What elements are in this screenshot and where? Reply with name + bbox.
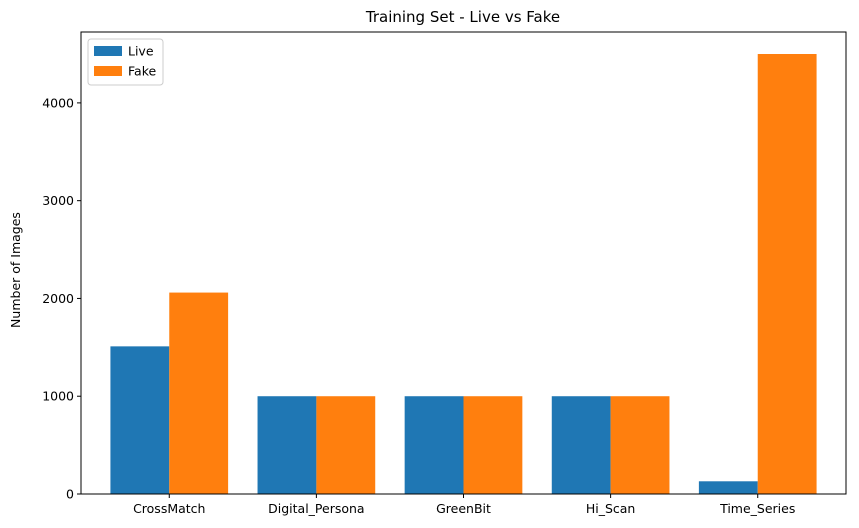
y-tick-label: 0 (66, 487, 74, 502)
chart-title: Training Set - Live vs Fake (365, 8, 560, 26)
x-tick-label: CrossMatch (133, 501, 205, 516)
legend-swatch-fake (94, 66, 122, 76)
y-tick-label: 3000 (42, 193, 74, 208)
legend: Live Fake (87, 38, 164, 86)
y-axis-label: Number of Images (8, 212, 23, 328)
bar-fake-digital_persona (316, 396, 376, 494)
y-tick-label: 4000 (42, 95, 74, 110)
bar-fake-crossmatch (169, 292, 229, 494)
bar-live-greenbit (404, 396, 464, 494)
y-tick-label: 2000 (42, 291, 74, 306)
legend-label-live: Live (128, 44, 154, 59)
x-tick-label: Time_Series (719, 501, 795, 516)
legend-swatch-live (94, 46, 122, 56)
x-tick-label: Hi_Scan (586, 501, 636, 516)
x-tick-label: GreenBit (436, 501, 491, 516)
bar-fake-time_series (757, 54, 817, 494)
legend-label-fake: Fake (128, 64, 156, 79)
x-tick-label: Digital_Persona (268, 501, 364, 516)
plot-frame (80, 31, 847, 495)
x-axis-ticks: CrossMatch Digital_Persona GreenBit Hi_Scan… (133, 494, 795, 516)
bar-live-time_series (698, 481, 758, 494)
y-tick-label: 1000 (42, 389, 74, 404)
bar-live-hi_scan (551, 396, 611, 494)
bars-group (110, 54, 817, 494)
bar-live-digital_persona (257, 396, 317, 494)
bar-fake-hi_scan (610, 396, 670, 494)
y-axis-ticks: 0 1000 2000 3000 4000 (42, 95, 81, 502)
bar-fake-greenbit (463, 396, 523, 494)
bar-live-crossmatch (110, 346, 170, 494)
